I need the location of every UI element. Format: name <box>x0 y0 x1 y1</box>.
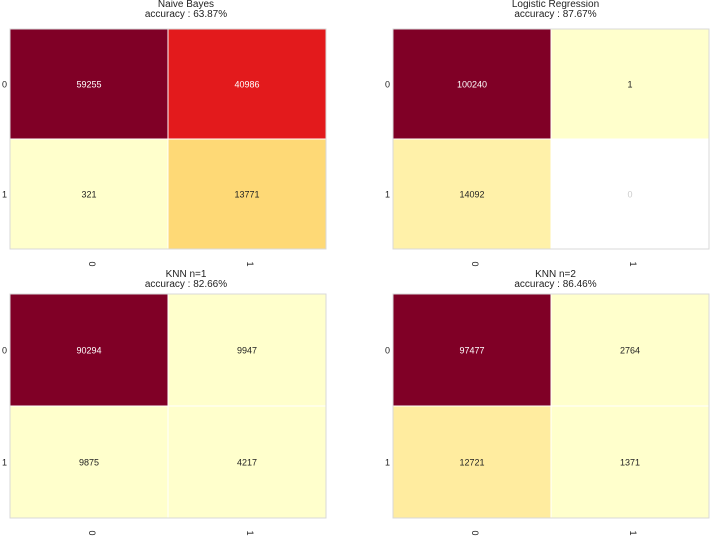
heatmap-cell <box>168 294 326 406</box>
x-tick-label: 1 <box>245 261 255 266</box>
cell-value-label: 9875 <box>79 458 99 468</box>
heatmap-knn-n1: 90294 9947 9875 4217 0 1 0 1 <box>2 293 327 536</box>
plot-frame <box>9 293 327 519</box>
cell-value-label: 97477 <box>459 346 484 356</box>
cell-value-label: 1 <box>627 80 632 90</box>
heatmap-cell <box>551 294 709 406</box>
confusion-matrix-panel: KNN n=2 accuracy : 86.46% 97477 2764 12721… <box>362 270 724 541</box>
cell-value-label: 1371 <box>620 458 640 468</box>
heatmap-cell <box>168 139 326 249</box>
confusion-matrix-panel: Naive Bayes accuracy : 63.87% 59255 40986… <box>0 0 362 270</box>
heatmap-cell <box>168 29 326 139</box>
x-tick-label: 0 <box>87 261 97 266</box>
confusion-matrix-panel: KNN n=1 accuracy : 82.66% 90294 9947 9875 4… <box>0 270 362 541</box>
cell-value-label: 14092 <box>459 190 484 200</box>
y-tick-label: 0 <box>385 80 390 90</box>
y-tick-label: 1 <box>2 190 7 200</box>
y-tick-label: 0 <box>385 346 390 356</box>
x-tick-label: 1 <box>628 261 638 266</box>
cell-value-label: 9947 <box>237 346 257 356</box>
cell-value-label: 12721 <box>459 458 484 468</box>
heatmap-cell <box>551 29 709 139</box>
x-tick-label: 1 <box>628 530 638 535</box>
y-tick-label: 0 <box>2 346 7 356</box>
plot-frame <box>392 28 710 250</box>
x-tick-label: 0 <box>470 261 480 266</box>
heatmap-cell <box>10 29 168 139</box>
chart-title: Logistic Regression <box>511 0 600 10</box>
cell-value-label: 100240 <box>457 80 487 90</box>
confusion-matrix-panel: Logistic Regression accuracy : 87.67% 10… <box>362 0 724 270</box>
x-tick-label: 0 <box>470 530 480 535</box>
chart-title: KNN n=1 <box>165 269 207 280</box>
chart-title: Naive Bayes <box>157 0 215 10</box>
heatmap-cell <box>393 139 551 249</box>
chart-subtitle: accuracy : 82.66% <box>144 279 228 290</box>
cell-value-label: 59255 <box>76 80 101 90</box>
heatmap-cell <box>393 294 551 406</box>
heatmap-cell <box>10 406 168 518</box>
heatmap-cell <box>393 29 551 139</box>
cell-value-label: 4217 <box>237 458 257 468</box>
cell-value-label: 321 <box>81 190 96 200</box>
chart-title: KNN n=2 <box>535 269 576 280</box>
cell-value-label: 40986 <box>234 80 259 90</box>
heatmap-cell <box>393 406 551 518</box>
chart-subtitle: accuracy : 63.87% <box>144 9 228 20</box>
y-tick-label: 1 <box>385 190 390 200</box>
y-tick-label: 1 <box>385 458 390 468</box>
chart-subtitle: accuracy : 86.46% <box>514 279 597 290</box>
heatmap-knn-n2: 97477 2764 12721 1371 0 1 0 1 <box>385 293 710 536</box>
plot-frame <box>9 28 327 250</box>
cell-value-label: 0 <box>627 190 632 200</box>
x-tick-label: 0 <box>87 530 97 535</box>
heatmap-cell <box>10 139 168 249</box>
plot-frame <box>392 293 710 519</box>
heatmap-cell <box>551 406 709 518</box>
y-tick-label: 1 <box>2 458 7 468</box>
heatmap-naive-bayes: 59255 40986 321 13771 0 1 0 1 <box>2 28 327 267</box>
y-tick-label: 0 <box>2 80 7 90</box>
heatmap-logistic-regression: 100240 1 14092 0 0 1 0 1 <box>385 28 710 267</box>
cell-value-label: 13771 <box>234 190 259 200</box>
heatmap-cell <box>10 294 168 406</box>
heatmap-cell <box>551 139 709 249</box>
cell-value-label: 90294 <box>76 346 101 356</box>
cell-value-label: 2764 <box>620 346 640 356</box>
x-tick-label: 1 <box>245 530 255 535</box>
chart-subtitle: accuracy : 87.67% <box>514 9 597 20</box>
heatmap-cell <box>168 406 326 518</box>
